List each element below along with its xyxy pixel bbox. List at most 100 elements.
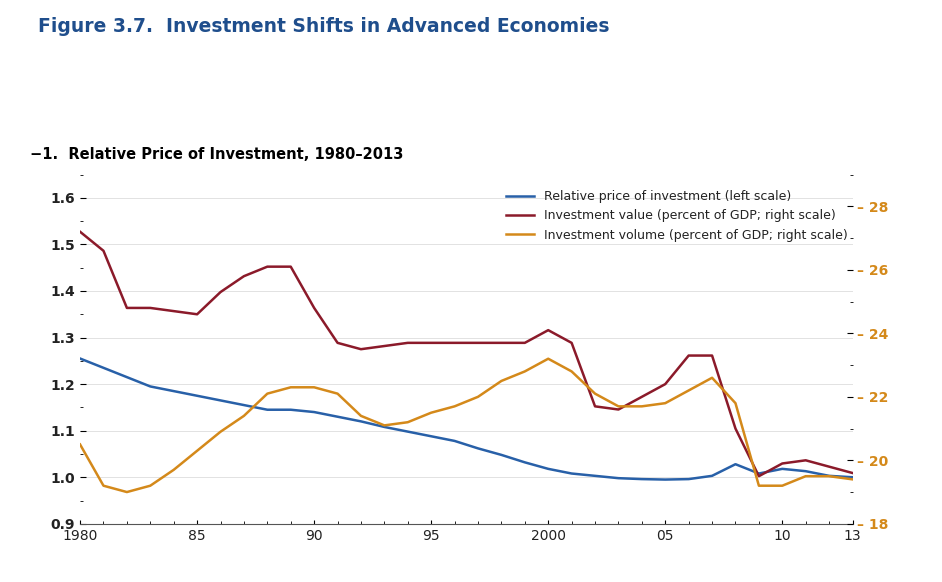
Investment value (percent of GDP; right scale): [332, 339, 343, 346]
Line: Investment volume (percent of GDP; right scale): Investment volume (percent of GDP; right…: [80, 359, 853, 492]
Relative price of investment (left scale): [659, 476, 671, 483]
Relative price of investment (left scale): [543, 466, 554, 473]
Investment volume (percent of GDP; right scale): [168, 466, 179, 473]
Investment volume (percent of GDP; right scale): [98, 482, 109, 489]
Investment value (percent of GDP; right scale): [215, 289, 226, 296]
Relative price of investment (left scale): [238, 402, 250, 409]
Relative price of investment (left scale): [776, 466, 788, 473]
Investment volume (percent of GDP; right scale): [355, 413, 366, 420]
Relative price of investment (left scale): [74, 355, 86, 362]
Relative price of investment (left scale): [402, 428, 414, 435]
Relative price of investment (left scale): [215, 397, 226, 404]
Investment value (percent of GDP; right scale): [355, 346, 366, 353]
Investment value (percent of GDP; right scale): [543, 327, 554, 333]
Investment volume (percent of GDP; right scale): [566, 368, 577, 375]
Investment value (percent of GDP; right scale): [519, 339, 530, 346]
Investment volume (percent of GDP; right scale): [659, 400, 671, 407]
Investment value (percent of GDP; right scale): [847, 470, 858, 477]
Relative price of investment (left scale): [332, 413, 343, 420]
Investment value (percent of GDP; right scale): [191, 311, 203, 318]
Relative price of investment (left scale): [847, 474, 858, 481]
Investment value (percent of GDP; right scale): [566, 339, 577, 346]
Investment value (percent of GDP; right scale): [308, 304, 319, 311]
Investment volume (percent of GDP; right scale): [426, 409, 437, 416]
Investment volume (percent of GDP; right scale): [379, 422, 390, 429]
Investment volume (percent of GDP; right scale): [683, 387, 694, 394]
Relative price of investment (left scale): [472, 445, 483, 452]
Investment volume (percent of GDP; right scale): [262, 390, 273, 397]
Text: Figure 3.7.  Investment Shifts in Advanced Economies: Figure 3.7. Investment Shifts in Advance…: [38, 17, 609, 37]
Relative price of investment (left scale): [823, 473, 835, 480]
Investment value (percent of GDP; right scale): [590, 403, 601, 410]
Relative price of investment (left scale): [262, 406, 273, 413]
Investment value (percent of GDP; right scale): [683, 352, 694, 359]
Investment volume (percent of GDP; right scale): [730, 400, 741, 407]
Relative price of investment (left scale): [613, 475, 625, 482]
Investment value (percent of GDP; right scale): [426, 339, 437, 346]
Investment value (percent of GDP; right scale): [402, 339, 414, 346]
Relative price of investment (left scale): [285, 406, 297, 413]
Investment value (percent of GDP; right scale): [285, 263, 297, 270]
Investment volume (percent of GDP; right scale): [754, 482, 765, 489]
Relative price of investment (left scale): [800, 468, 811, 475]
Relative price of investment (left scale): [636, 475, 647, 482]
Investment value (percent of GDP; right scale): [495, 339, 507, 346]
Relative price of investment (left scale): [426, 433, 437, 440]
Investment volume (percent of GDP; right scale): [402, 418, 414, 425]
Investment value (percent of GDP; right scale): [472, 339, 483, 346]
Relative price of investment (left scale): [706, 473, 718, 480]
Relative price of investment (left scale): [191, 392, 203, 399]
Line: Investment value (percent of GDP; right scale): Investment value (percent of GDP; right …: [80, 232, 853, 476]
Investment volume (percent of GDP; right scale): [285, 384, 297, 391]
Investment value (percent of GDP; right scale): [238, 273, 250, 280]
Investment volume (percent of GDP; right scale): [776, 482, 788, 489]
Investment volume (percent of GDP; right scale): [472, 393, 483, 400]
Text: −1.  Relative Price of Investment, 1980–2013: −1. Relative Price of Investment, 1980–2…: [30, 147, 403, 162]
Relative price of investment (left scale): [683, 475, 694, 482]
Investment value (percent of GDP; right scale): [823, 463, 835, 470]
Relative price of investment (left scale): [754, 470, 765, 477]
Relative price of investment (left scale): [379, 424, 390, 431]
Investment value (percent of GDP; right scale): [74, 228, 86, 235]
Investment volume (percent of GDP; right scale): [308, 384, 319, 391]
Line: Relative price of investment (left scale): Relative price of investment (left scale…: [80, 359, 853, 480]
Relative price of investment (left scale): [168, 388, 179, 395]
Investment value (percent of GDP; right scale): [776, 460, 788, 467]
Relative price of investment (left scale): [308, 409, 319, 416]
Investment value (percent of GDP; right scale): [449, 339, 461, 346]
Investment volume (percent of GDP; right scale): [613, 403, 625, 410]
Relative price of investment (left scale): [145, 383, 156, 390]
Relative price of investment (left scale): [495, 452, 507, 459]
Relative price of investment (left scale): [355, 418, 366, 425]
Investment volume (percent of GDP; right scale): [74, 441, 86, 448]
Investment value (percent of GDP; right scale): [145, 304, 156, 311]
Investment volume (percent of GDP; right scale): [238, 413, 250, 420]
Investment volume (percent of GDP; right scale): [706, 374, 718, 381]
Investment volume (percent of GDP; right scale): [449, 403, 461, 410]
Investment value (percent of GDP; right scale): [754, 473, 765, 480]
Investment volume (percent of GDP; right scale): [636, 403, 647, 410]
Investment value (percent of GDP; right scale): [262, 263, 273, 270]
Investment value (percent of GDP; right scale): [379, 343, 390, 350]
Investment value (percent of GDP; right scale): [706, 352, 718, 359]
Relative price of investment (left scale): [730, 461, 741, 468]
Relative price of investment (left scale): [98, 364, 109, 371]
Investment volume (percent of GDP; right scale): [145, 482, 156, 489]
Investment volume (percent of GDP; right scale): [191, 448, 203, 455]
Investment volume (percent of GDP; right scale): [122, 488, 133, 495]
Investment volume (percent of GDP; right scale): [332, 390, 343, 397]
Investment value (percent of GDP; right scale): [98, 247, 109, 254]
Investment volume (percent of GDP; right scale): [215, 428, 226, 435]
Investment volume (percent of GDP; right scale): [519, 368, 530, 375]
Investment volume (percent of GDP; right scale): [800, 473, 811, 480]
Investment volume (percent of GDP; right scale): [543, 355, 554, 362]
Investment volume (percent of GDP; right scale): [495, 378, 507, 385]
Investment value (percent of GDP; right scale): [659, 381, 671, 388]
Relative price of investment (left scale): [566, 470, 577, 477]
Relative price of investment (left scale): [519, 459, 530, 466]
Investment value (percent of GDP; right scale): [168, 308, 179, 315]
Investment value (percent of GDP; right scale): [122, 304, 133, 311]
Investment value (percent of GDP; right scale): [730, 425, 741, 432]
Investment volume (percent of GDP; right scale): [823, 473, 835, 480]
Investment volume (percent of GDP; right scale): [590, 390, 601, 397]
